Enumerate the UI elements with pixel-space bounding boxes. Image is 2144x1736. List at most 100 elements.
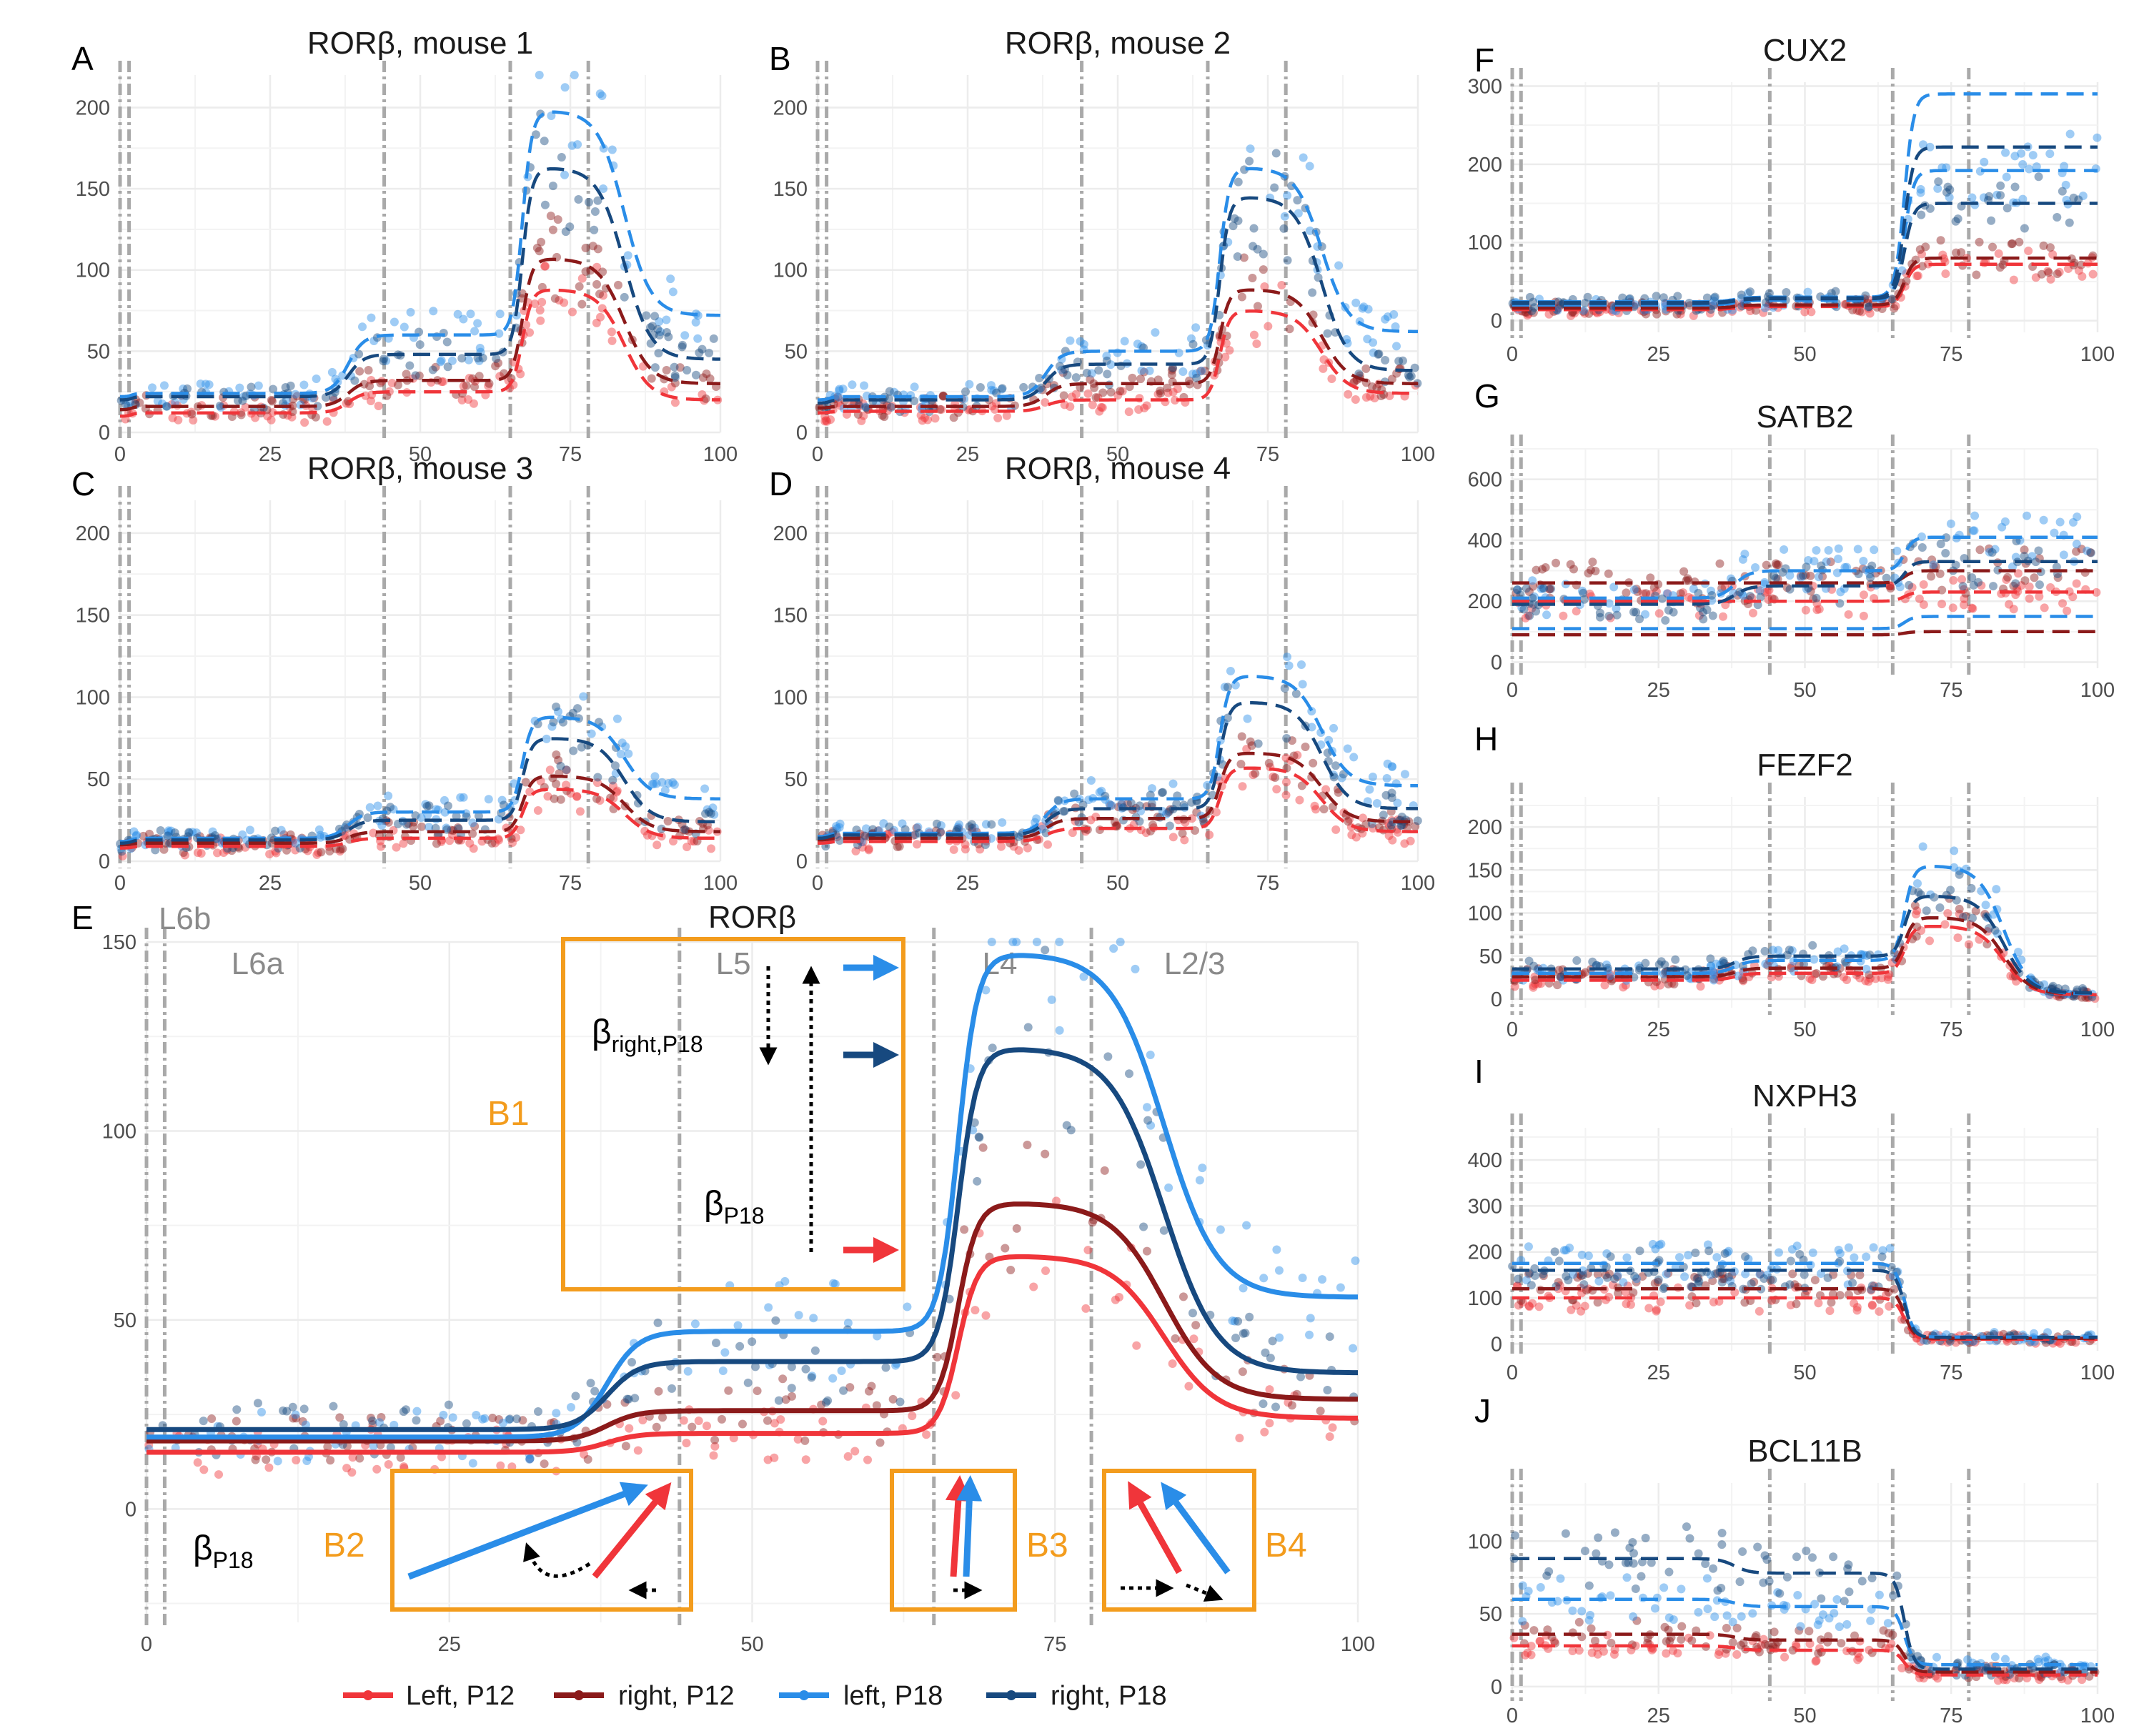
scatter-point-right-p12 xyxy=(1607,301,1617,310)
scatter-point-left-p18 xyxy=(970,823,979,833)
scatter-point-left-p12 xyxy=(884,829,893,838)
scatter-point-right-p18 xyxy=(1579,1280,1589,1289)
scatter-point-right-p12 xyxy=(592,794,601,803)
scatter-point-right-p18 xyxy=(505,1414,515,1424)
scatter-point-left-p12 xyxy=(1168,387,1178,397)
scatter-point-left-p18 xyxy=(1243,714,1252,723)
scatter-point-right-p18 xyxy=(1673,292,1682,301)
scatter-point-left-p18 xyxy=(1195,1176,1204,1185)
scatter-point-right-p18 xyxy=(1172,799,1181,808)
scatter-point-left-p18 xyxy=(1859,556,1868,565)
scatter-point-right-p12 xyxy=(878,411,887,420)
scatter-point-left-p12 xyxy=(369,828,378,838)
scatter-point-left-p12 xyxy=(545,765,555,775)
scatter-point-right-p12 xyxy=(845,1383,855,1392)
scatter-point-left-p12 xyxy=(1852,1306,1862,1315)
scatter-point-left-p18 xyxy=(1577,1607,1587,1616)
scatter-point-left-p18 xyxy=(1702,1574,1712,1583)
scatter-points xyxy=(1508,1239,2097,1348)
scatter-point-left-p18 xyxy=(1605,971,1614,981)
x-tick-label: 25 xyxy=(259,872,282,895)
scatter-point-left-p18 xyxy=(987,938,996,946)
scatter-point-left-p18 xyxy=(566,1402,575,1412)
scatter-point-left-p12 xyxy=(445,836,455,845)
scatter-point-right-p18 xyxy=(2053,212,2062,222)
scatter-point-right-p18 xyxy=(1254,739,1263,748)
scatter-point-left-p18 xyxy=(497,795,507,805)
scatter-point-left-p18 xyxy=(291,838,300,848)
scatter-point-right-p18 xyxy=(540,200,550,209)
x-tick-label: 0 xyxy=(114,443,126,466)
panel-title-f: CUX2 xyxy=(1763,33,1847,68)
scatter-point-left-p12 xyxy=(2009,275,2018,284)
scatter-point-right-p12 xyxy=(1863,298,1872,307)
scatter-point-right-p12 xyxy=(1006,1265,1016,1274)
scatter-point-left-p18 xyxy=(440,808,450,817)
scatter-point-left-p12 xyxy=(702,1422,711,1431)
scatter-point-right-p12 xyxy=(1387,375,1396,384)
scatter-point-right-p12 xyxy=(317,848,326,857)
scatter-point-left-p12 xyxy=(1388,835,1397,845)
scatter-point-right-p18 xyxy=(1234,1316,1243,1326)
scatter-point-left-p12 xyxy=(1009,842,1018,851)
x-tick-label: 75 xyxy=(1256,872,1279,895)
scatter-point-right-p18 xyxy=(1058,807,1068,816)
scatter-point-right-p18 xyxy=(425,801,434,810)
scatter-point-left-p18 xyxy=(794,1311,803,1320)
scatter-point-right-p12 xyxy=(1344,817,1353,826)
scatter-point-right-p12 xyxy=(867,1382,876,1391)
scatter-point-right-p12 xyxy=(595,289,605,299)
scatter-point-right-p18 xyxy=(1259,1399,1268,1409)
scatter-point-right-p12 xyxy=(1106,387,1116,397)
panel-label-a: A xyxy=(71,40,94,77)
scatter-point-right-p12 xyxy=(1023,1140,1032,1149)
scatter-point-right-p12 xyxy=(1762,560,1771,570)
scatter-point-left-p18 xyxy=(1740,550,1750,559)
scatter-point-left-p18 xyxy=(389,317,399,327)
scatter-point-right-p18 xyxy=(1840,1597,1849,1606)
scatter-point-left-p18 xyxy=(1629,585,1639,595)
scatter-point-right-p18 xyxy=(339,1420,348,1429)
panel-label-b: B xyxy=(769,40,791,77)
scatter-point-left-p18 xyxy=(1542,610,1552,620)
scatter-point-right-p12 xyxy=(1247,741,1256,750)
scatter-point-right-p12 xyxy=(396,1453,405,1462)
scatter-point-left-p18 xyxy=(764,1303,773,1312)
scatter-point-left-p18 xyxy=(1584,1251,1593,1261)
scatter-point-right-p12 xyxy=(2053,269,2062,279)
scatter-point-left-p18 xyxy=(624,749,633,758)
scatter-point-left-p12 xyxy=(193,1458,202,1467)
scatter-point-right-p18 xyxy=(1188,1309,1197,1318)
scatter-point-left-p12 xyxy=(219,848,228,858)
scatter-point-left-p18 xyxy=(1359,302,1369,312)
scatter-point-right-p18 xyxy=(662,327,671,337)
scatter-point-right-p18 xyxy=(442,825,452,834)
scatter-point-left-p12 xyxy=(1043,840,1052,849)
scatter-point-left-p12 xyxy=(469,844,478,853)
scatter-point-right-p18 xyxy=(1192,373,1201,382)
scatter-point-left-p12 xyxy=(1875,1307,1884,1316)
scatter-point-left-p12 xyxy=(821,416,830,425)
scatter-point-right-p12 xyxy=(1886,584,1895,593)
scatter-point-right-p12 xyxy=(145,829,154,838)
scatter-point-right-p18 xyxy=(1698,607,1707,617)
scatter-point-left-p12 xyxy=(683,842,692,851)
scatter-point-right-p12 xyxy=(1200,366,1209,375)
scatter-point-right-p18 xyxy=(2086,548,2095,557)
scatter-point-left-p18 xyxy=(708,803,718,813)
scatter-point-right-p18 xyxy=(329,393,338,402)
scatter-point-right-p18 xyxy=(533,719,542,728)
scatter-point-right-p12 xyxy=(652,1422,661,1432)
scatter-point-left-p18 xyxy=(159,381,169,390)
scatter-point-right-p18 xyxy=(286,381,295,390)
scatter-point-left-p12 xyxy=(993,413,1003,422)
scatter-point-left-p12 xyxy=(2058,599,2068,608)
scatter-point-left-p18 xyxy=(1710,1612,1719,1622)
scatter-point-right-p12 xyxy=(1334,788,1343,797)
scatter-point-left-p12 xyxy=(833,398,843,407)
scatter-point-right-p18 xyxy=(622,1394,632,1404)
scatter-point-right-p12 xyxy=(698,373,708,382)
scatter-point-right-p12 xyxy=(954,824,963,833)
